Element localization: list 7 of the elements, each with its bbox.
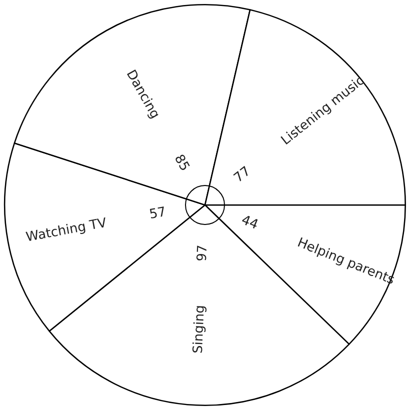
- data-label: 44: [239, 212, 260, 233]
- data-label: 57: [148, 204, 168, 223]
- data-label: 97: [194, 244, 211, 262]
- slice-label: Watching TV: [24, 216, 108, 246]
- data-label: 77: [231, 164, 254, 186]
- slice-label: Singing: [190, 304, 208, 354]
- data-label: 85: [170, 152, 192, 174]
